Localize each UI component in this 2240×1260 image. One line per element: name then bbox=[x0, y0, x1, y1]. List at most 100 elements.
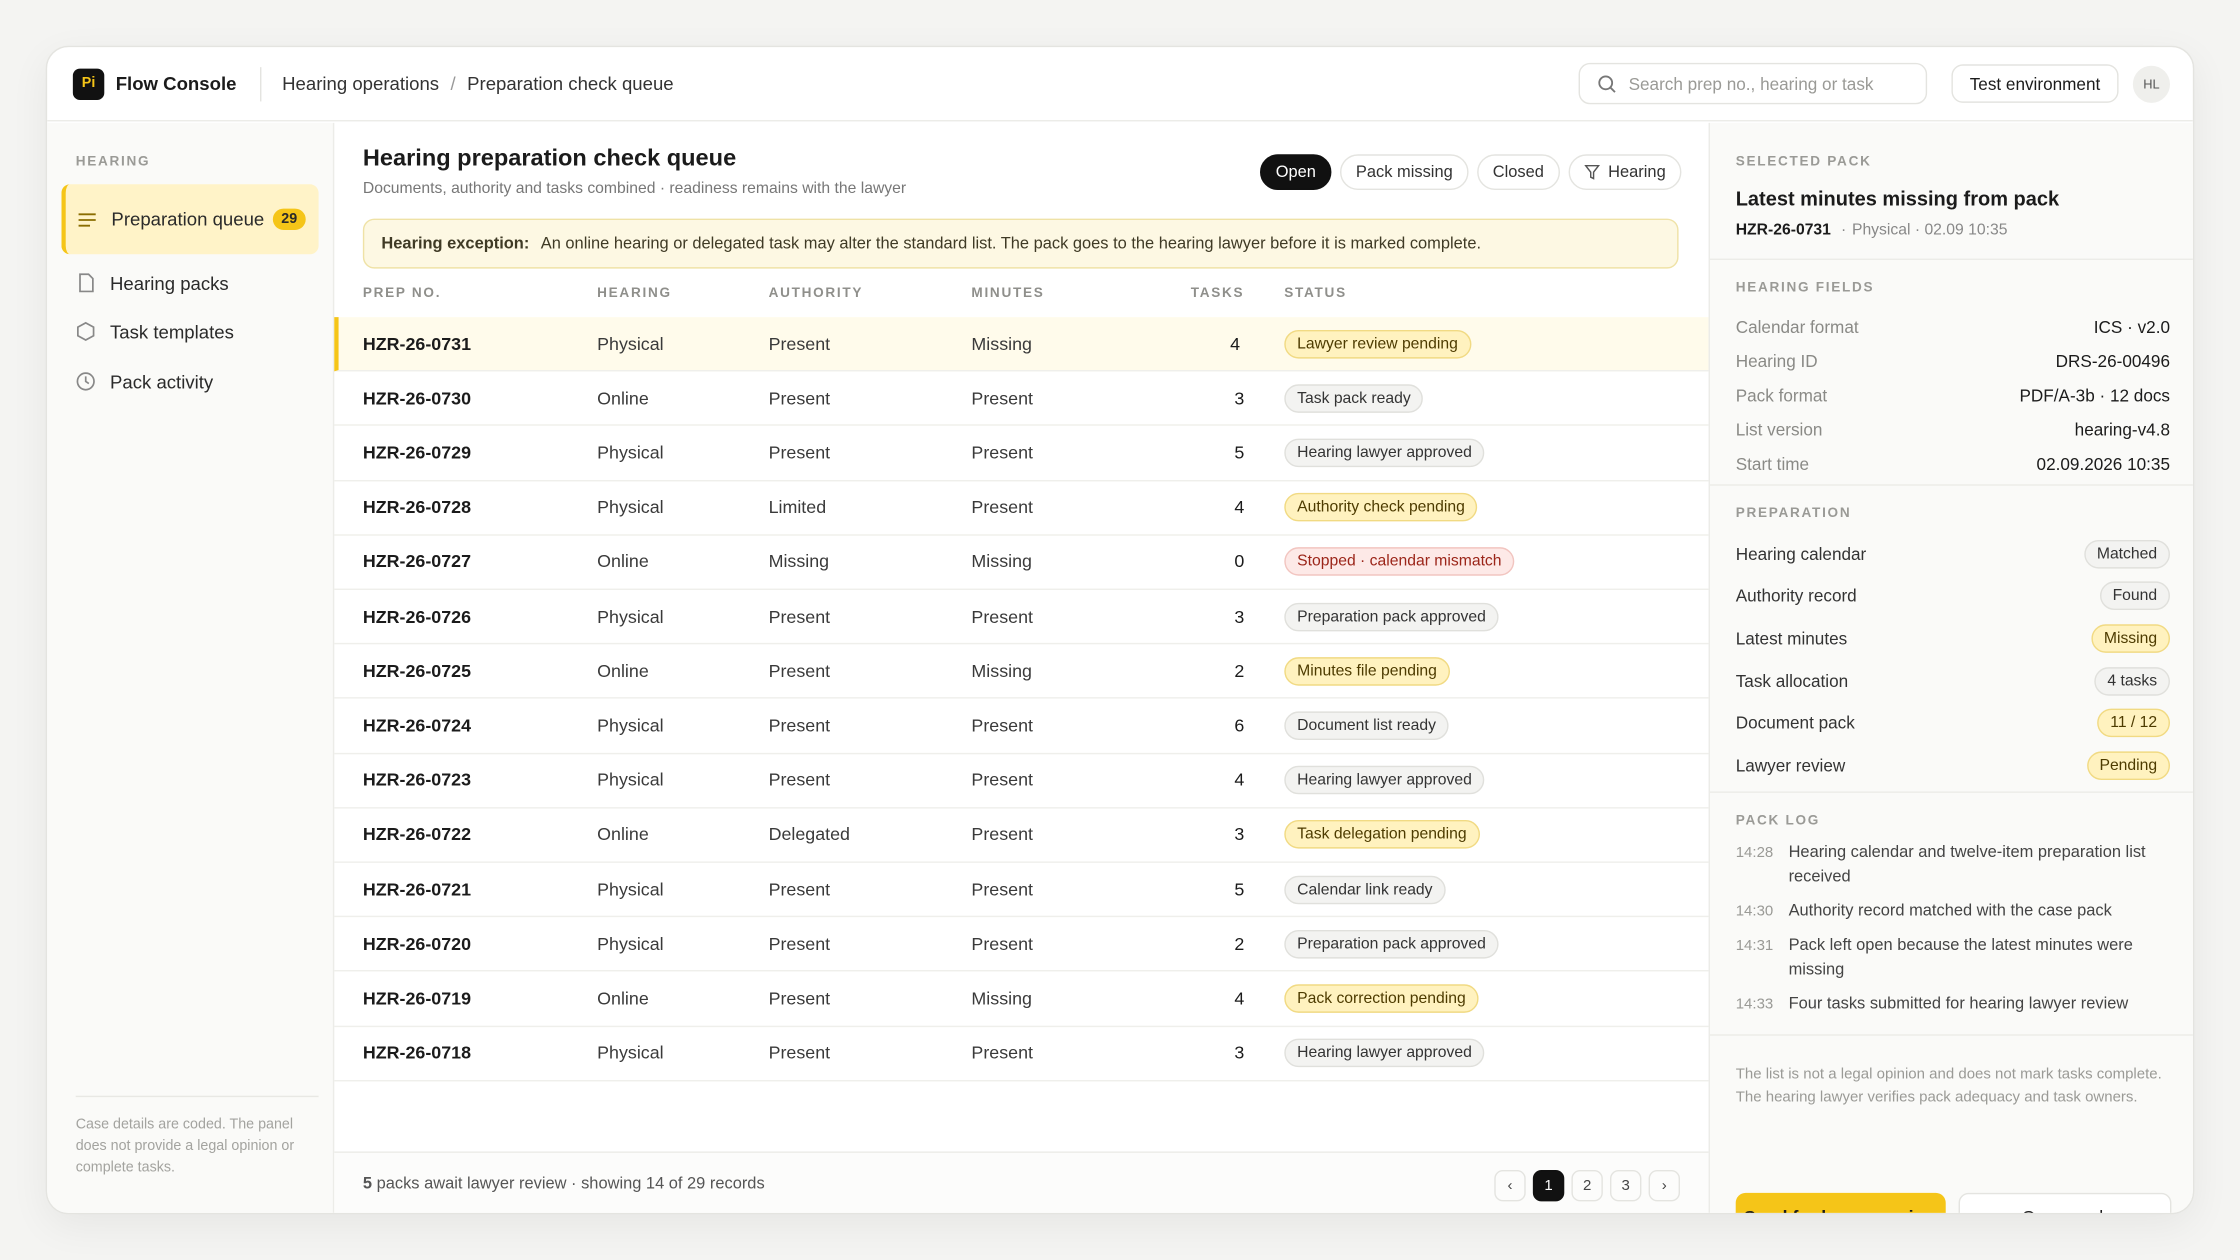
page-button[interactable]: 1 bbox=[1532, 1169, 1565, 1202]
brand-mark: Pi bbox=[72, 67, 105, 100]
table-row[interactable]: HZR-26-0724 Physical Present Present 6 Docume… bbox=[334, 699, 1709, 754]
authority: Present bbox=[768, 770, 831, 791]
minutes: Missing bbox=[971, 988, 1032, 1009]
section-label: HEARING FIELDS bbox=[1735, 279, 1875, 296]
prep-row: Authority record Found bbox=[1736, 575, 2170, 617]
minutes: Present bbox=[971, 770, 1033, 791]
column-header: AUTHORITY bbox=[768, 285, 864, 302]
field-value: hearing-v4.8 bbox=[2074, 419, 2170, 440]
authority: Present bbox=[768, 606, 831, 627]
table-row[interactable]: HZR-26-0731 Physical Present Missing 4 Lawyer… bbox=[334, 317, 1709, 372]
banner-text: An online hearing or delegated task may … bbox=[540, 234, 1482, 253]
field-row: List version hearing-v4.8 bbox=[1736, 413, 2170, 447]
nav-item[interactable]: Preparation queue 29 bbox=[61, 184, 319, 255]
minutes: Present bbox=[971, 388, 1033, 409]
authority: Present bbox=[768, 442, 831, 463]
field-label: Hearing ID bbox=[1735, 351, 1818, 372]
app-window: Pi Flow Console Hearing operations / Pre… bbox=[45, 45, 2195, 1215]
minutes: Missing bbox=[971, 333, 1032, 354]
filter-chip[interactable]: Hearing bbox=[1568, 154, 1682, 190]
breadcrumb: Preparation check queue bbox=[467, 72, 674, 95]
nav-item[interactable]: Hearing packs bbox=[61, 261, 318, 304]
prep-label: Task allocation bbox=[1735, 670, 1849, 691]
avatar[interactable]: HL bbox=[2132, 65, 2170, 103]
table-row[interactable]: HZR-26-0723 Physical Present Present 4 Hearin… bbox=[334, 754, 1709, 809]
prep-row: Latest minutes Missing bbox=[1736, 617, 2170, 659]
sidebar: HEARING Preparation queue 29 Hearing pack… bbox=[47, 122, 335, 1213]
breadcrumb[interactable]: Hearing operations bbox=[282, 72, 440, 95]
page-prev[interactable]: ‹ bbox=[1494, 1169, 1526, 1202]
environment-button[interactable]: Test environment bbox=[1951, 64, 2119, 103]
nav-label: Pack activity bbox=[109, 370, 214, 393]
search-box[interactable]: Search prep no., hearing or task bbox=[1578, 62, 1928, 105]
prep-label: Latest minutes bbox=[1735, 628, 1848, 649]
table-row[interactable]: HZR-26-0718 Physical Present Present 3 Hearin… bbox=[334, 1027, 1709, 1082]
nav-item[interactable]: Pack activity bbox=[61, 360, 318, 403]
panel-title: Latest minutes missing from pack bbox=[1735, 187, 2060, 210]
secondary-button[interactable]: Open pack bbox=[1958, 1192, 2172, 1213]
prep-no: HZR-26-0724 bbox=[362, 715, 472, 736]
divider bbox=[259, 66, 261, 101]
log-time: 14:31 bbox=[1735, 937, 1774, 955]
minutes: Present bbox=[971, 715, 1033, 736]
log-time: 14:33 bbox=[1735, 995, 1774, 1013]
nav-label: Task templates bbox=[109, 320, 234, 343]
minutes: Present bbox=[971, 824, 1033, 845]
prep-no: HZR-26-0731 bbox=[362, 333, 472, 354]
panel-note: The list is not a legal opinion and does… bbox=[1735, 1065, 2162, 1106]
page-button[interactable]: 3 bbox=[1609, 1169, 1642, 1202]
selected-pack: SELECTED PACK Latest minutes missing fro… bbox=[1709, 123, 2193, 260]
filter-label: Open bbox=[1275, 163, 1316, 181]
hearing: Physical bbox=[597, 606, 664, 627]
table-row[interactable]: HZR-26-0725 Online Present Missing 2 Minutes … bbox=[334, 645, 1709, 700]
minutes: Present bbox=[971, 442, 1033, 463]
prep-status: Pending bbox=[2086, 751, 2170, 780]
page-button[interactable]: 2 bbox=[1571, 1169, 1603, 1202]
table-row[interactable]: HZR-26-0727 Online Missing Missing 0 Stopped … bbox=[334, 535, 1709, 590]
table-row[interactable]: HZR-26-0720 Physical Present Present 2 Prepar… bbox=[334, 917, 1709, 972]
field-row: Hearing ID DRS-26-00496 bbox=[1736, 344, 2170, 378]
primary-button[interactable]: Send for lawyer review bbox=[1735, 1192, 1946, 1213]
tasks: 3 bbox=[1234, 824, 1245, 845]
prep-no: HZR-26-0719 bbox=[362, 988, 472, 1009]
page-next[interactable]: › bbox=[1648, 1169, 1680, 1202]
nav-item[interactable]: Task templates bbox=[61, 310, 318, 353]
table-row[interactable]: HZR-26-0722 Online Delegated Present 3 Task d… bbox=[334, 808, 1709, 863]
tasks: 3 bbox=[1234, 1043, 1245, 1064]
prep-no: HZR-26-0728 bbox=[362, 497, 472, 518]
tasks: 5 bbox=[1234, 442, 1245, 463]
queue-footer: 5 packs await lawyer review · showing 14… bbox=[334, 1151, 1709, 1213]
minutes: Missing bbox=[971, 551, 1032, 572]
prep-no: HZR-26-0729 bbox=[362, 442, 472, 463]
table-row[interactable]: HZR-26-0728 Physical Limited Present 4 Author… bbox=[334, 481, 1709, 536]
field-label: Pack format bbox=[1735, 385, 1828, 406]
tasks: 3 bbox=[1234, 606, 1245, 627]
prep-row: Document pack 11 / 12 bbox=[1736, 702, 2170, 744]
log-entry: 14:33 Four tasks submitted for hearing la… bbox=[1736, 993, 2170, 1017]
hearing: Physical bbox=[597, 770, 664, 791]
authority: Present bbox=[768, 333, 831, 354]
table-row[interactable]: HZR-26-0719 Online Present Missing 4 Pack cor… bbox=[334, 972, 1709, 1027]
nav-icon bbox=[78, 212, 96, 226]
queue-subtitle: Documents, authority and tasks combined … bbox=[362, 179, 907, 198]
table-row[interactable]: HZR-26-0730 Online Present Present 3 Task pac… bbox=[334, 372, 1709, 427]
tasks: 4 bbox=[1234, 497, 1245, 518]
filter-chip[interactable]: Pack missing bbox=[1340, 154, 1469, 190]
hearing: Online bbox=[597, 551, 649, 572]
authority: Present bbox=[768, 388, 831, 409]
column-header: PREP NO. bbox=[362, 285, 442, 302]
log-text: Authority record matched with the case p… bbox=[1788, 902, 2112, 920]
table-row[interactable]: HZR-26-0721 Physical Present Present 5 Calend… bbox=[334, 863, 1709, 918]
banner-label: Hearing exception: bbox=[381, 234, 530, 253]
authority: Present bbox=[768, 1043, 831, 1064]
filter-chip[interactable]: Closed bbox=[1477, 154, 1560, 190]
table-row[interactable]: HZR-26-0729 Physical Present Present 5 Hearin… bbox=[334, 426, 1709, 481]
brand[interactable]: Flow Console bbox=[115, 72, 237, 95]
prep-label: Document pack bbox=[1735, 713, 1855, 734]
nav-icon bbox=[76, 321, 95, 341]
prep-status: 4 tasks bbox=[2094, 666, 2170, 696]
table-row[interactable]: HZR-26-0726 Physical Present Present 3 Prepar… bbox=[334, 590, 1709, 645]
filter-chip[interactable]: Open bbox=[1260, 154, 1332, 190]
authority: Present bbox=[768, 879, 831, 900]
